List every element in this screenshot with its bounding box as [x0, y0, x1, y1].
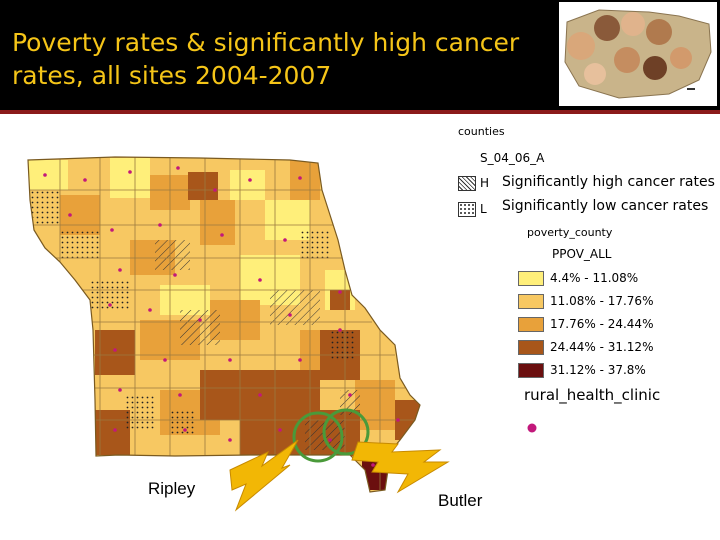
photo-collage-icon [564, 9, 712, 99]
butler-label: Butler [438, 491, 483, 510]
title-divider [0, 110, 720, 114]
legend-high-code: H [480, 176, 490, 190]
legend-field: PPOV_ALL [552, 247, 612, 261]
legend-class-5-swatch [518, 363, 544, 378]
legend-class-3-label: 17.76% - 24.44% [550, 317, 654, 331]
legend-class-2-swatch [518, 294, 544, 309]
header-photo-collage [555, 0, 720, 110]
butler-highlight-circle [322, 408, 370, 456]
legend-hatch-swatch [458, 176, 476, 191]
us-map-photo [559, 2, 717, 106]
clinic-legend-dot [527, 423, 537, 433]
legend-class-5-label: 31.12% - 37.8% [550, 363, 646, 377]
title-bar: Poverty rates & significantly high cance… [0, 0, 555, 110]
legend-class-1-label: 4.4% - 11.08% [550, 271, 639, 285]
legend-class-1-swatch [518, 271, 544, 286]
legend-layer-clinic: rural_health_clinic [524, 386, 661, 404]
rural-health-clinics [43, 166, 400, 467]
butler-bolt-icon [351, 441, 450, 494]
legend-class-4-label: 24.44% - 31.12% [550, 340, 654, 354]
legend-layer-cancer: S_04_06_A [480, 151, 545, 165]
legend-class-2-label: 11.08% - 17.76% [550, 294, 654, 308]
legend-low-label: Significantly low cancer rates [502, 198, 709, 214]
ripley-highlight-circle [292, 411, 344, 463]
missouri-map [27, 156, 537, 512]
legend-high-label: Significantly high cancer rates [502, 174, 715, 190]
legend-low-code: L [480, 202, 487, 216]
legend-class-4-swatch [518, 340, 544, 355]
legend-layer-counties: counties [458, 125, 505, 138]
legend-layer-poverty: poverty_county [527, 226, 613, 239]
legend-dots-swatch [458, 202, 476, 217]
legend-class-3-swatch [518, 317, 544, 332]
map-area: counties S_04_06_A H Significantly high … [0, 114, 720, 540]
slide-title: Poverty rates & significantly high cance… [12, 28, 520, 90]
ripley-label: Ripley [148, 479, 196, 498]
ripley-bolt-icon [229, 439, 299, 512]
